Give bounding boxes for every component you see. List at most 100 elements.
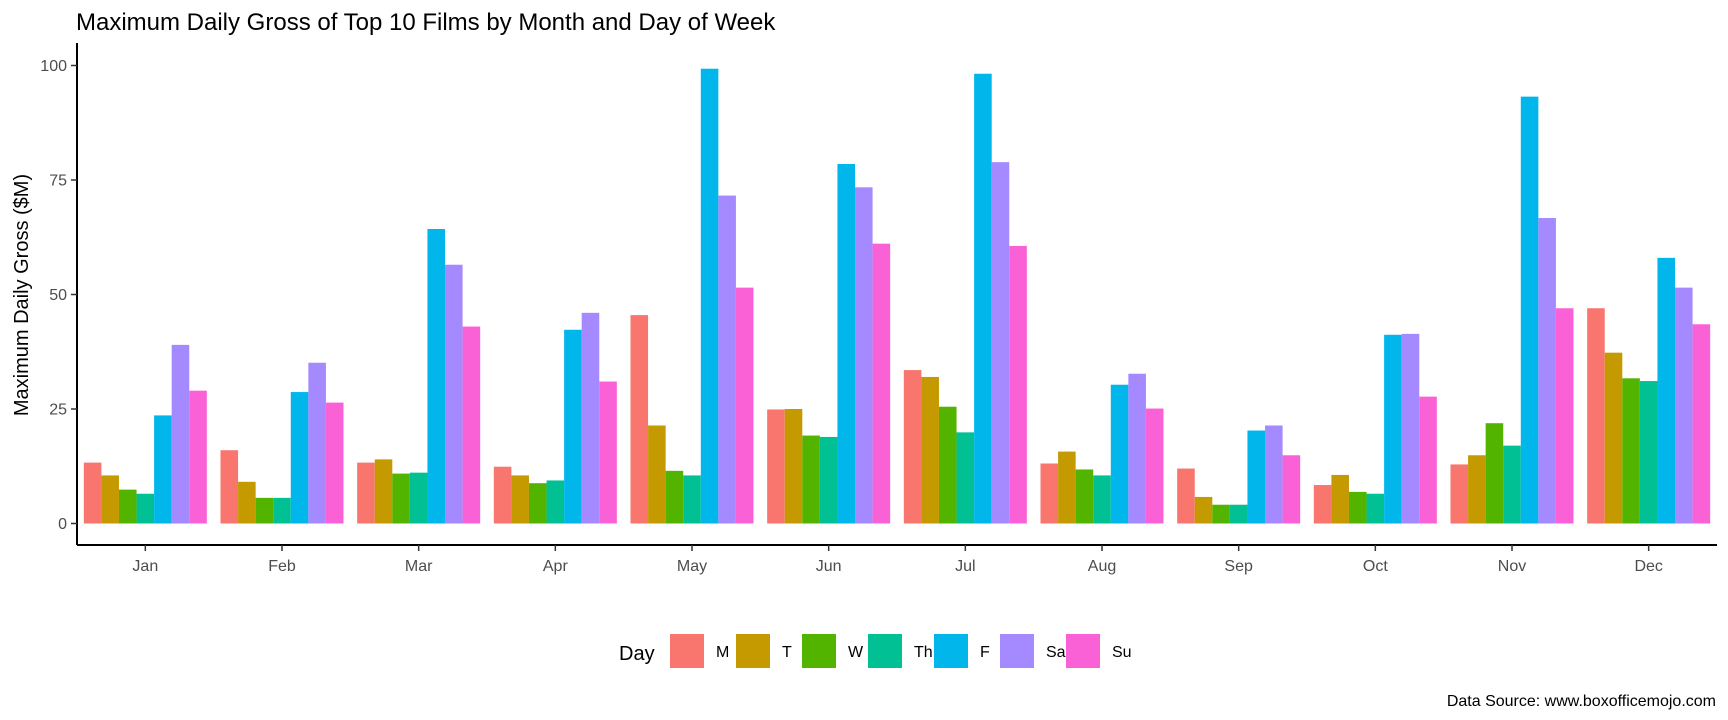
bar [1009,245,1027,524]
bar [581,312,600,524]
legend-label: Th [914,644,933,661]
bar [1675,287,1693,524]
bar [1265,425,1283,524]
bar [1282,455,1301,524]
bar [855,187,873,524]
bar [1503,445,1521,524]
legend-label: T [782,644,792,661]
bar [1622,378,1640,524]
legend-label: Su [1112,644,1132,661]
bar [1212,504,1230,524]
bar [83,462,102,524]
bar [1587,308,1605,524]
x-tick-label: Jul [955,558,975,575]
bar [1450,464,1469,524]
legend-title: Day [619,643,655,665]
legend-swatch [868,634,902,668]
bar [308,362,326,524]
bar [1657,257,1676,524]
bar [630,315,649,524]
y-tick-label: 100 [40,58,67,75]
bar [1145,408,1164,524]
bar [546,480,565,524]
legend-swatch [670,634,704,668]
bar [1419,396,1437,524]
bar [802,435,820,524]
bar [392,473,410,524]
x-tick-label: Sep [1224,558,1253,575]
bar [1366,493,1385,524]
bar [767,409,785,524]
bar [956,432,975,524]
bar [1247,430,1266,524]
bar [1058,451,1076,524]
bar [819,436,838,524]
bar [1555,308,1574,524]
y-tick-label: 0 [58,516,67,533]
bar [1468,455,1486,524]
bar [238,481,256,524]
bar [1604,352,1623,524]
bar [735,287,754,524]
legend: Day M T W Th F Sa Su [619,634,1132,668]
x-tick-label: Dec [1634,558,1662,575]
bar [357,462,375,524]
bar [1401,333,1420,524]
bar [921,376,939,524]
bar [1040,463,1059,524]
bar [903,370,922,524]
legend-label: Sa [1046,644,1066,661]
bar [1331,474,1349,524]
bar [784,409,803,524]
legend-label: W [848,644,864,661]
bar [189,390,207,524]
plot-area: 0 25 50 75 100 Jan Feb Mar Apr May Jun Jul Aug Sep Oct… [40,43,1717,575]
bar [718,195,736,524]
bar [1194,496,1213,524]
bar [255,497,274,524]
y-tick-label: 50 [49,287,67,304]
bar [325,402,344,524]
bar [462,326,481,524]
chart-title: Maximum Daily Gross of Top 10 Films by M… [76,9,776,36]
x-tick-label: Feb [268,558,296,575]
bar [837,163,856,524]
bar [683,475,701,524]
x-tick-label: Aug [1088,558,1116,575]
bar [1639,381,1658,524]
bar [1692,324,1711,524]
bar [1348,491,1367,524]
bar [427,229,446,524]
legend-label: M [716,644,729,661]
bar [564,329,582,524]
bar [665,470,684,524]
bar [938,406,957,524]
bar [1229,504,1248,524]
bar [528,483,547,524]
x-tick-label: Oct [1363,558,1388,575]
legend-swatch [802,634,836,668]
data-source-caption: Data Source: www.boxofficemojo.com [1447,693,1716,710]
bar [1075,469,1094,524]
legend-swatch [736,634,770,668]
x-tick-label: Nov [1498,558,1526,575]
bar [273,497,291,524]
x-tick-label: Jun [816,558,842,575]
bar [991,162,1010,524]
legend-swatch [1000,634,1034,668]
x-tick-label: May [677,558,707,575]
bar [154,415,172,524]
bar [409,472,428,524]
bar [101,475,119,524]
bar [290,392,309,524]
bar [700,68,719,524]
bar [1485,423,1504,524]
x-tick-label: Jan [132,558,158,575]
x-tick-label: Mar [405,558,433,575]
bar [445,264,463,524]
y-axis-label: Maximum Daily Gross ($M) [11,174,33,416]
bar [1520,96,1539,524]
bar [118,489,137,524]
bar [171,344,190,524]
